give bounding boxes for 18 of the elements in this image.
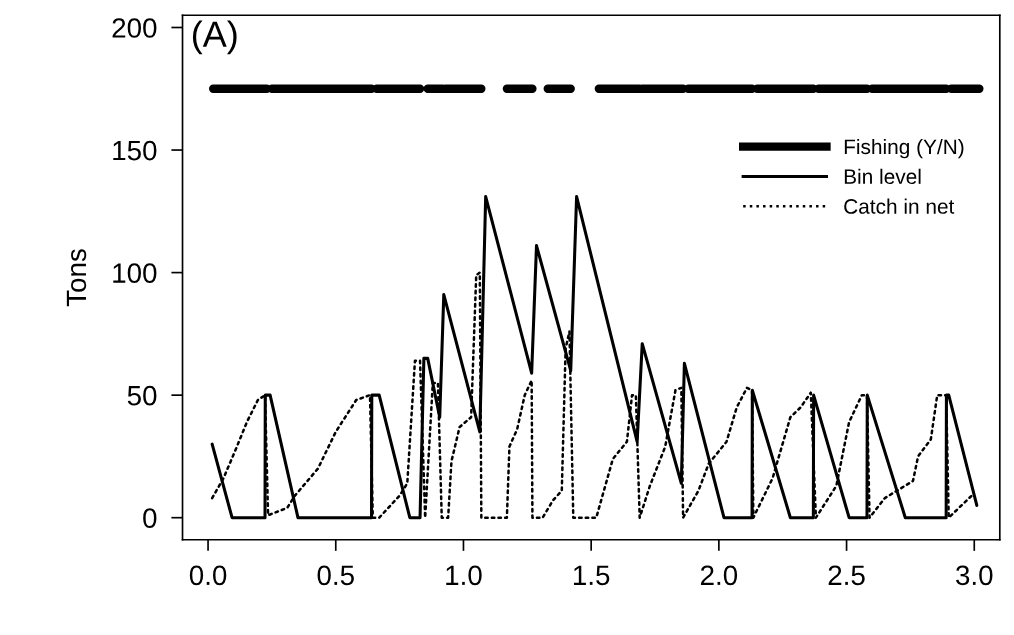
y-tick-label: 0 (143, 508, 157, 529)
x-tick-label: 0.5 (317, 565, 354, 586)
y-axis-title: Tons (66, 249, 87, 307)
x-tick-label: 2.0 (700, 565, 738, 586)
x-tick-label: 0.0 (189, 565, 227, 586)
legend-label: Catch in net (844, 198, 955, 214)
line-series (210, 195, 979, 520)
legend-label: Fishing (Y/N) (844, 138, 964, 159)
x-tick-label: 1.5 (573, 565, 610, 586)
y-tick-label: 100 (113, 263, 157, 283)
y-tick-label: 200 (112, 18, 157, 38)
x-tick-label: 3.0 (956, 565, 993, 586)
x-tick-label: 1.0 (446, 565, 482, 586)
annotation: (A) (192, 20, 237, 55)
y-tick-label: 150 (113, 140, 157, 161)
y-tick-label: 50 (127, 385, 157, 406)
legend-label: Bin level (844, 168, 921, 185)
x-tick-label: 2.5 (828, 565, 865, 586)
